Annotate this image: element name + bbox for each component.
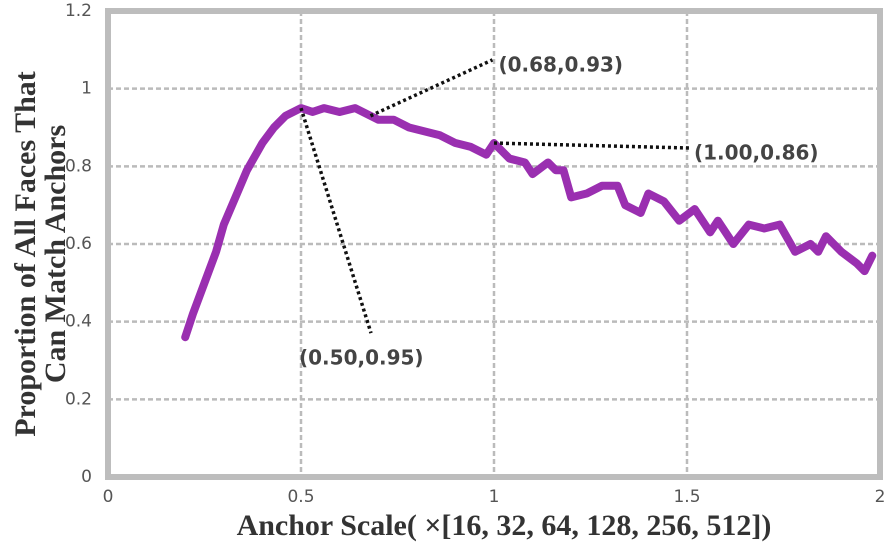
y-tick-label: 1 [81,79,92,99]
annotation: (0.68,0.93) [498,52,623,76]
y-tick-label: 1.2 [65,1,92,21]
x-tick-label: 2 [875,487,886,507]
x-tick-label: 0.5 [287,487,314,507]
annotation-leader [299,107,373,334]
y-tick-label: 0.4 [65,312,92,332]
annotation: (0.50,0.95) [299,346,424,370]
x-tick-label: 1 [489,487,500,507]
y-tick-label: 0.2 [65,389,92,409]
data-line [181,104,877,342]
plot-frame [105,8,883,480]
y-tick-label: 0.6 [65,234,92,254]
annotation-leader [493,141,691,150]
x-axis-title: Anchor Scale( ×[16, 32, 64, 128, 256, 51… [237,509,772,542]
annotation: (1.00,0.86) [694,141,819,165]
y-tick-label: 0.8 [65,156,92,176]
y-tick-label: 0 [81,467,92,487]
x-tick-label: 0 [103,487,114,507]
annotation-leader [369,58,494,118]
y-axis-title-line: Proportion of All Faces That [9,71,42,437]
y-axis-title-line: Can Match Anchors [39,125,72,383]
x-tick-label: 1.5 [673,487,700,507]
